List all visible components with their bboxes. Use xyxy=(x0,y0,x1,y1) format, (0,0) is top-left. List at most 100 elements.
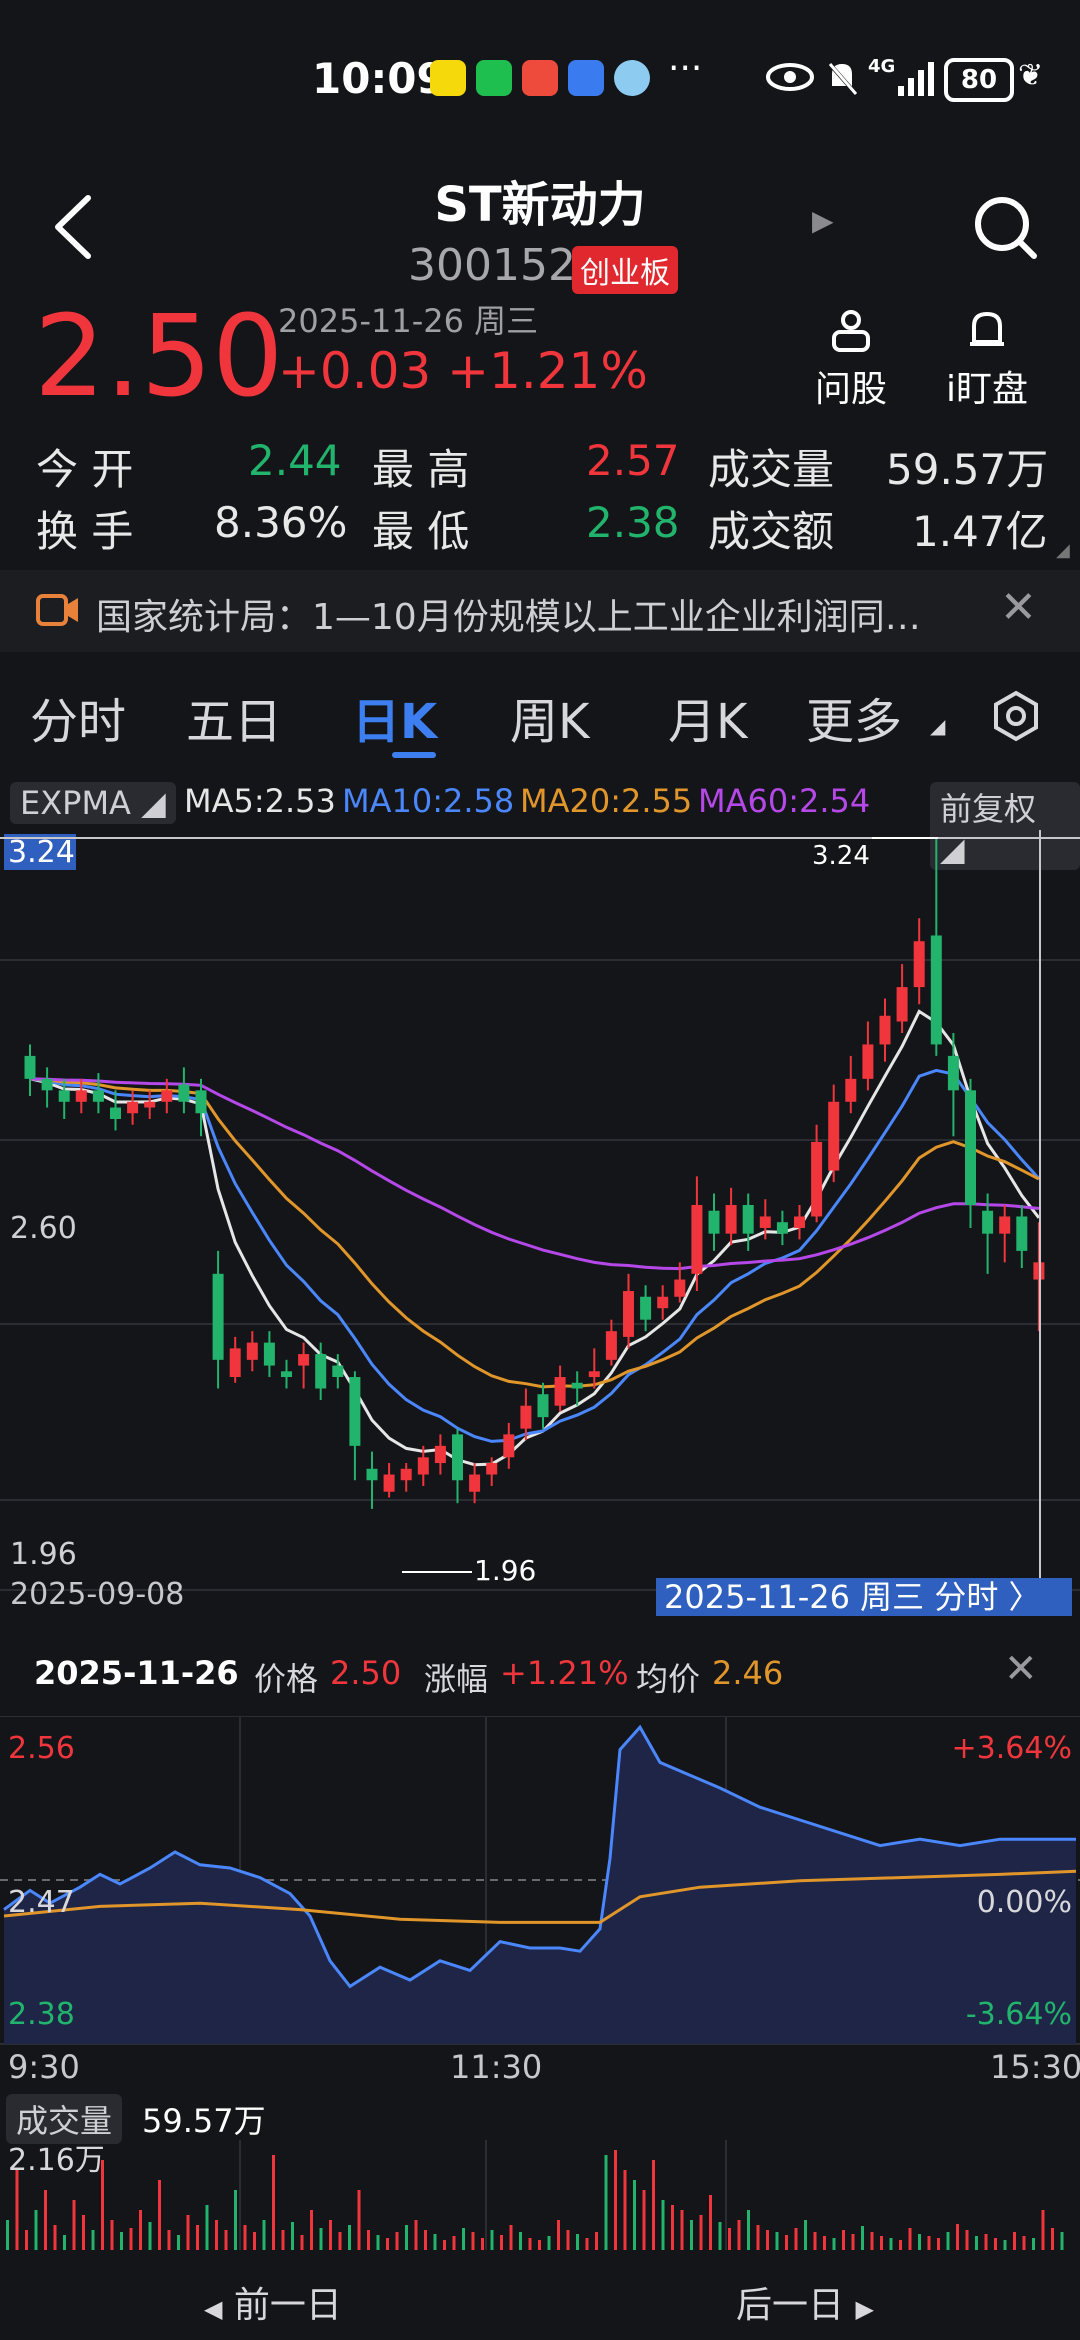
tab-more[interactable]: 更多 xyxy=(806,694,903,750)
news-bar[interactable]: 国家统计局：1—10月份规模以上工业企业利润同… ✕ xyxy=(0,570,1080,652)
tab-intraday[interactable]: 分时 xyxy=(30,694,127,750)
volume-bar xyxy=(129,2228,133,2250)
volume-label: 成交量 xyxy=(708,445,835,494)
leaf-icon: ❦ xyxy=(1018,58,1044,93)
volume-bar xyxy=(718,2222,722,2250)
volume-bar xyxy=(984,2234,988,2250)
candle xyxy=(794,1216,805,1228)
volume-bar xyxy=(386,2238,389,2250)
close-news-icon[interactable]: ✕ xyxy=(1000,582,1037,633)
volume-bar xyxy=(367,2230,370,2250)
volume-bar xyxy=(1032,2238,1035,2250)
next-day-button[interactable]: 后一日 ▶ xyxy=(736,2285,874,2326)
volume-bar xyxy=(53,2225,57,2250)
volume-bar xyxy=(623,2170,627,2250)
volume-bar xyxy=(6,2220,9,2250)
volume-bar xyxy=(557,2220,560,2250)
settings-icon[interactable] xyxy=(990,690,1042,742)
candle xyxy=(862,1044,874,1079)
candle xyxy=(1016,1216,1028,1251)
candle xyxy=(708,1210,720,1234)
ask-stock-label: 问股 xyxy=(814,369,887,410)
volume-bar xyxy=(1051,2228,1054,2250)
candle xyxy=(75,1090,87,1102)
candle xyxy=(742,1205,754,1234)
candle xyxy=(58,1090,70,1102)
low-label: 最 低 xyxy=(372,507,470,556)
volume-bar xyxy=(509,2225,513,2250)
volume-bar xyxy=(348,2225,351,2250)
search-button[interactable] xyxy=(970,192,1040,262)
kline-chart[interactable]: 3.24 2.60 1.96 3.24 1.96 2025-09-08 2025… xyxy=(0,830,1080,1620)
next-arrow-icon: ▶ xyxy=(855,2295,874,2323)
volume-bar xyxy=(110,2220,114,2250)
back-button[interactable] xyxy=(44,192,104,262)
start-date-label: 2025-09-08 xyxy=(10,1577,184,1612)
expand-corner-icon[interactable]: ◢ xyxy=(1056,540,1070,561)
volume-bar xyxy=(405,2225,408,2250)
volume-bar xyxy=(595,2232,598,2250)
close-minute-icon[interactable]: ✕ xyxy=(1004,1646,1038,1692)
intraday-chart[interactable]: 2.56 2.47 2.38 +3.64% 0.00% -3.64% xyxy=(0,1716,1080,2046)
volume-bar xyxy=(975,2236,978,2250)
minute-pct: +1.21% xyxy=(500,1654,629,1692)
volume-bar xyxy=(319,2228,323,2250)
volume-bars xyxy=(6,2150,1064,2250)
battery-indicator: 80 xyxy=(944,58,1014,102)
volume-bar xyxy=(823,2236,826,2250)
quote-date: 2025-11-26 周三 xyxy=(278,302,539,340)
volume-bar xyxy=(490,2230,494,2250)
volume-bar xyxy=(120,2232,123,2250)
candle xyxy=(161,1090,173,1102)
ask-stock-button[interactable]: 问股 xyxy=(796,308,906,412)
y-mid-label: 2.60 xyxy=(10,1211,77,1246)
candle xyxy=(776,1222,788,1234)
volume-bar xyxy=(158,2180,161,2250)
tab-five-day[interactable]: 五日 xyxy=(186,694,283,750)
next-stock-arrow-icon[interactable]: ▶ xyxy=(812,204,834,237)
amount-label: 成交额 xyxy=(708,507,835,556)
candle xyxy=(178,1084,190,1102)
watch-button[interactable]: i盯盘 xyxy=(932,308,1042,412)
indicator-selector[interactable]: EXPMA ◢ xyxy=(10,782,176,824)
current-price: 2.50 xyxy=(34,292,284,422)
volume-chart[interactable]: 2.16万 xyxy=(0,2140,1080,2252)
volume-bar xyxy=(462,2228,465,2250)
candle xyxy=(366,1468,378,1481)
cursor-date-badge[interactable] xyxy=(656,1578,1072,1616)
volume-bar xyxy=(224,2230,228,2250)
volume-bar xyxy=(633,2180,636,2250)
signal-icon xyxy=(898,62,934,96)
adjust-selector[interactable]: 前复权 ◢ xyxy=(930,782,1080,870)
volume-bar xyxy=(918,2234,921,2250)
low-marker: 1.96 xyxy=(474,1554,536,1587)
candle xyxy=(383,1474,395,1492)
prev-arrow-icon: ◀ xyxy=(204,2295,223,2323)
tab-weekly-k[interactable]: 周K xyxy=(510,694,590,750)
tab-daily-k[interactable]: 日K xyxy=(352,694,438,750)
news-headline[interactable]: 国家统计局：1—10月份规模以上工业企业利润同… xyxy=(96,597,921,638)
volume-bar xyxy=(870,2232,874,2250)
volume-bar xyxy=(747,2210,750,2250)
candle xyxy=(452,1434,463,1481)
prev-day-button[interactable]: ◀ 前一日 xyxy=(204,2285,342,2326)
candle xyxy=(845,1078,857,1102)
intraday-y-mid: 2.47 xyxy=(8,1885,75,1920)
y-top-label: 3.24 xyxy=(8,835,75,870)
volume-bar xyxy=(946,2232,950,2250)
active-tab-underline xyxy=(392,752,436,758)
tab-monthly-k[interactable]: 月K xyxy=(668,694,748,750)
ma60-line xyxy=(29,1077,1040,1271)
candle xyxy=(486,1463,498,1475)
ma5-line xyxy=(29,1009,1041,1467)
bell-icon xyxy=(970,311,1004,346)
candle xyxy=(434,1445,446,1464)
volume-bar xyxy=(861,2226,864,2250)
volume-selector[interactable]: 成交量 xyxy=(6,2094,123,2144)
volume-bar xyxy=(851,2234,855,2250)
volume-bar xyxy=(547,2236,551,2250)
volume-bar xyxy=(994,2238,997,2250)
open-value: 2.44 xyxy=(248,436,342,485)
turnover-label: 换 手 xyxy=(36,507,134,556)
cursor-date-label[interactable]: 2025-11-26 周三 分时 〉 xyxy=(664,1578,1041,1616)
